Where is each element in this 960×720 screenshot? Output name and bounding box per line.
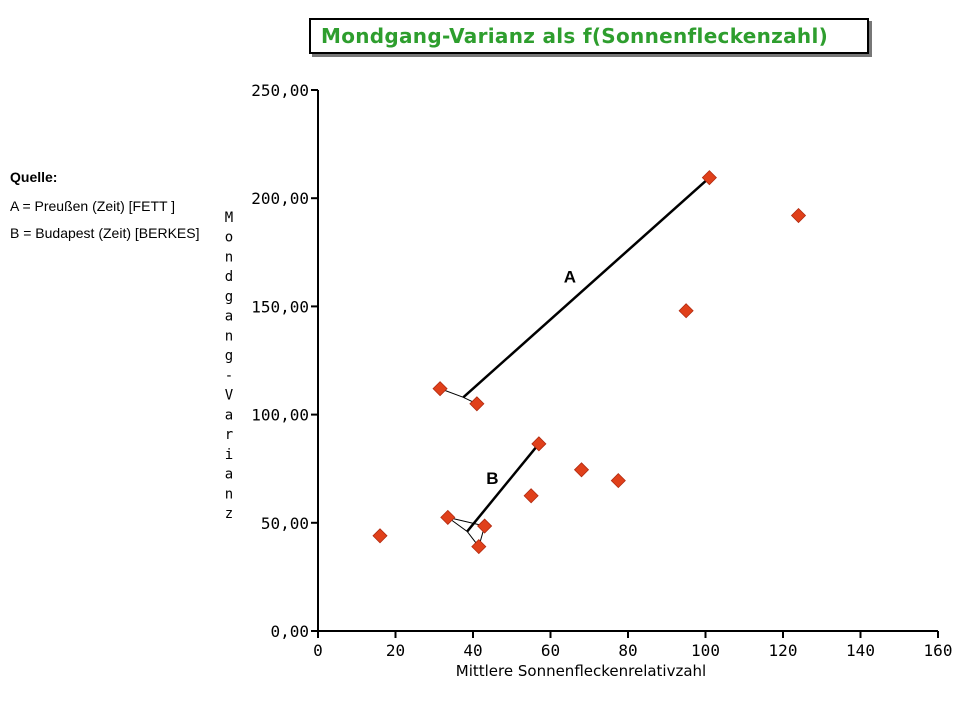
trend-line-b — [466, 443, 540, 533]
data-point — [610, 473, 626, 489]
data-point — [678, 303, 694, 319]
y-tick-label: 100,00 — [251, 406, 309, 425]
data-point — [477, 518, 493, 534]
y-tick-label: 0,00 — [270, 622, 309, 641]
x-tick-label: 160 — [924, 641, 953, 660]
annotation-a: A — [564, 268, 576, 287]
x-tick-label: 80 — [618, 641, 637, 660]
trend-line-a — [462, 176, 711, 399]
chart-title: Mondgang-Varianz als f(Sonnenfleckenzahl… — [321, 24, 829, 48]
x-tick-label: 20 — [386, 641, 405, 660]
x-tick-label: 60 — [541, 641, 560, 660]
x-tick-label: 120 — [769, 641, 798, 660]
source-line-a: A = Preußen (Zeit) [FETT ] — [10, 198, 176, 214]
data-point — [471, 539, 487, 555]
data-point — [469, 396, 485, 412]
source-heading: Quelle: — [10, 169, 58, 185]
data-point — [531, 436, 547, 452]
x-tick-label: 100 — [691, 641, 720, 660]
data-point — [523, 488, 539, 504]
source-legend: Quelle: A = Preußen (Zeit) [FETT ] B = B… — [10, 168, 225, 251]
x-axis-label: Mittlere Sonnenfleckenrelativzahl — [456, 662, 706, 680]
data-point — [440, 509, 456, 525]
y-tick-label: 200,00 — [251, 189, 309, 208]
x-tick-label: 40 — [463, 641, 482, 660]
data-point — [372, 528, 388, 544]
data-point — [573, 462, 590, 478]
data-point — [790, 207, 807, 224]
y-tick-label: 250,00 — [251, 81, 309, 100]
chart-title-box: Mondgang-Varianz als f(Sonnenfleckenzahl… — [309, 18, 869, 54]
annotation-b: B — [486, 469, 498, 488]
x-tick-label: 140 — [846, 641, 875, 660]
y-tick-label: 150,00 — [251, 297, 309, 316]
data-point — [701, 170, 717, 186]
x-tick-label: 0 — [313, 641, 323, 660]
y-tick-label: 50,00 — [261, 514, 309, 533]
data-point — [432, 381, 448, 397]
source-line-b: B = Budapest (Zeit) [BERKES] — [10, 225, 200, 241]
